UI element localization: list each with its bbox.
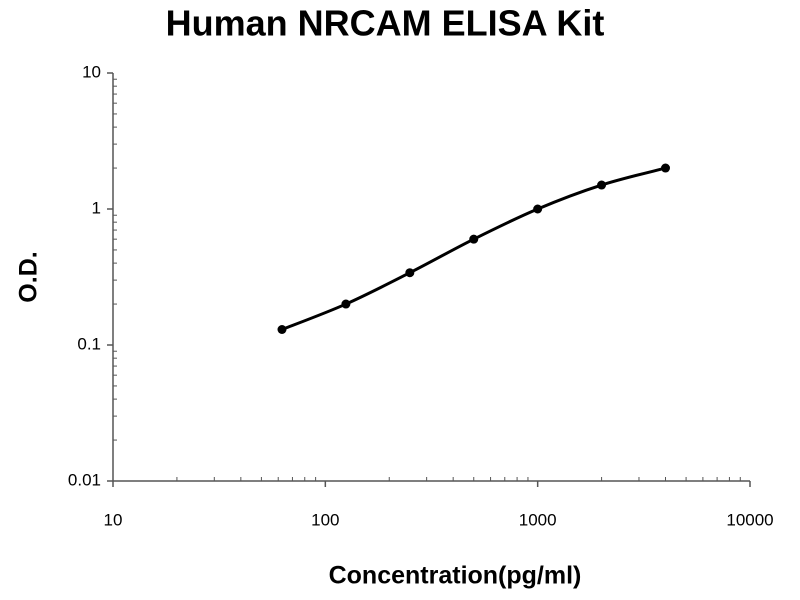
- point: [469, 234, 479, 244]
- y-tick-label: 10: [82, 62, 101, 81]
- point: [405, 268, 415, 278]
- point: [341, 299, 351, 309]
- point: [661, 163, 671, 173]
- x-tick-label: 100: [311, 510, 339, 529]
- x-axis-title: Concentration(pg/ml): [329, 562, 582, 590]
- y-axis-title: O.D.: [15, 251, 43, 302]
- x-tick-label: 10: [104, 510, 123, 529]
- x-tick-label: 1000: [519, 510, 557, 529]
- point: [597, 180, 607, 190]
- y-tick-label: 1: [92, 198, 101, 217]
- y-tick-label: 0.1: [77, 334, 101, 353]
- point: [277, 325, 287, 335]
- point: [533, 204, 543, 214]
- series-line: [281, 166, 666, 331]
- x-tick-label: 10000: [726, 510, 773, 529]
- y-tick-label: 0.01: [68, 470, 101, 489]
- chart-title: Human NRCAM ELISA Kit: [166, 3, 605, 44]
